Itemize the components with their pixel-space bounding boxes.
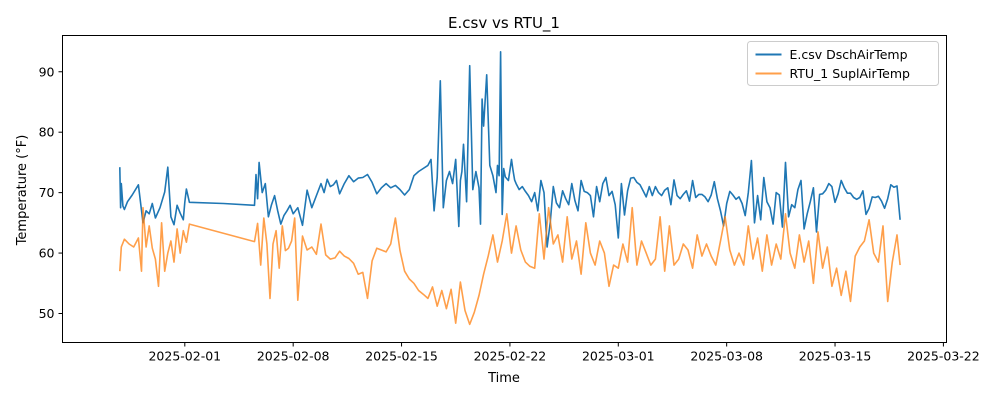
- x-tick-label: 2025-03-22: [907, 349, 980, 364]
- legend-label: RTU_1 SuplAirTemp: [790, 66, 911, 81]
- x-tick-label: 2025-02-22: [474, 349, 547, 364]
- y-tick-label: 80: [39, 125, 55, 140]
- x-tick-label: 2025-02-01: [148, 349, 221, 364]
- y-tick-label: 50: [39, 306, 55, 321]
- x-tick-label: 2025-03-01: [582, 349, 655, 364]
- y-tick-label: 90: [39, 64, 55, 79]
- y-axis-title: Temperature (°F): [15, 135, 30, 247]
- y-tick-label: 70: [39, 185, 55, 200]
- legend: E.csv DschAirTemp RTU_1 SuplAirTemp: [748, 42, 939, 86]
- x-tick-label: 2025-02-15: [365, 349, 438, 364]
- x-tick-label: 2025-03-08: [690, 349, 763, 364]
- x-axis-title: Time: [487, 371, 520, 386]
- y-tick-label: 60: [39, 246, 55, 261]
- x-tick-label: 2025-03-15: [799, 349, 872, 364]
- chart-title: E.csv vs RTU_1: [448, 14, 560, 33]
- x-tick-label: 2025-02-08: [257, 349, 330, 364]
- legend-label: E.csv DschAirTemp: [790, 47, 908, 62]
